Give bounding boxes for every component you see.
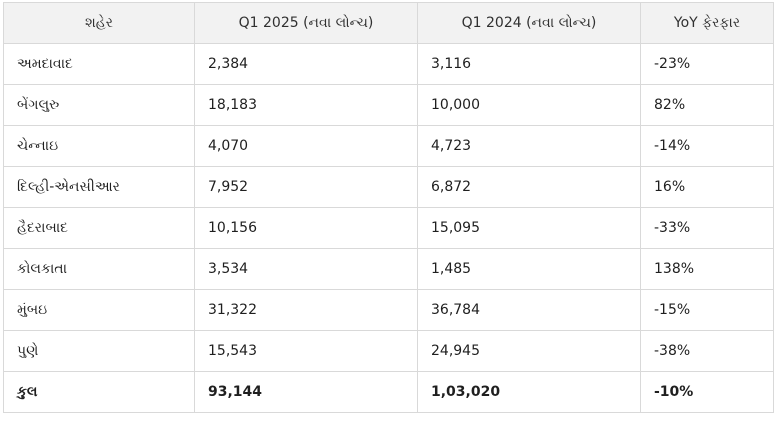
table-body: અમદાવાદ 2,384 3,116 -23% બેંગલુરુ 18,183… (3, 43, 774, 413)
cell-q1-2025: 4,070 (194, 125, 418, 167)
cell-yoy: -38% (640, 330, 774, 372)
cell-q1-2025: 15,543 (194, 330, 418, 372)
table-row: બેંગલુરુ 18,183 10,000 82% (3, 84, 774, 126)
cell-yoy: -14% (640, 125, 774, 167)
cell-city: દિલ્હી-એનસીઆર (3, 166, 195, 208)
cell-yoy: -33% (640, 207, 774, 249)
header-q1-2024: Q1 2024 (નવા લોન્ચ) (417, 2, 641, 44)
cell-q1-2024: 36,784 (417, 289, 641, 331)
cell-q1-2024: 24,945 (417, 330, 641, 372)
table-header: શહેર Q1 2025 (નવા લોન્ચ) Q1 2024 (નવા લો… (3, 2, 774, 44)
table-row: મુંબઇ 31,322 36,784 -15% (3, 289, 774, 331)
cell-yoy: -23% (640, 43, 774, 85)
cell-q1-2024: 3,116 (417, 43, 641, 85)
total-label: કુલ (3, 371, 195, 413)
cell-q1-2024: 1,485 (417, 248, 641, 290)
cell-city: ચેન્નાઇ (3, 125, 195, 167)
cell-q1-2025: 18,183 (194, 84, 418, 126)
table-row: હૈદરાબાદ 10,156 15,095 -33% (3, 207, 774, 249)
table-row: પુણે 15,543 24,945 -38% (3, 330, 774, 372)
cell-q1-2025: 31,322 (194, 289, 418, 331)
total-q1-2025: 93,144 (194, 371, 418, 413)
table-row: દિલ્હી-એનસીઆર 7,952 6,872 16% (3, 166, 774, 208)
cell-q1-2024: 4,723 (417, 125, 641, 167)
table-row: અમદાવાદ 2,384 3,116 -23% (3, 43, 774, 85)
cell-yoy: 138% (640, 248, 774, 290)
total-row: કુલ 93,144 1,03,020 -10% (3, 371, 774, 413)
cell-city: મુંબઇ (3, 289, 195, 331)
cell-q1-2025: 10,156 (194, 207, 418, 249)
cell-q1-2025: 2,384 (194, 43, 418, 85)
header-row: શહેર Q1 2025 (નવા લોન્ચ) Q1 2024 (નવા લો… (3, 2, 774, 44)
cell-q1-2025: 3,534 (194, 248, 418, 290)
table-row: ચેન્નાઇ 4,070 4,723 -14% (3, 125, 774, 167)
cell-city: બેંગલુરુ (3, 84, 195, 126)
cell-yoy: 16% (640, 166, 774, 208)
city-launches-table: શહેર Q1 2025 (નવા લોન્ચ) Q1 2024 (નવા લો… (3, 2, 774, 413)
header-yoy-change: YoY ફેરફાર (640, 2, 774, 44)
cell-q1-2024: 10,000 (417, 84, 641, 126)
cell-q1-2024: 6,872 (417, 166, 641, 208)
cell-yoy: 82% (640, 84, 774, 126)
total-yoy: -10% (640, 371, 774, 413)
header-q1-2025: Q1 2025 (નવા લોન્ચ) (194, 2, 418, 44)
total-q1-2024: 1,03,020 (417, 371, 641, 413)
header-city: શહેર (3, 2, 195, 44)
cell-q1-2024: 15,095 (417, 207, 641, 249)
data-table-container: શહેર Q1 2025 (નવા લોન્ચ) Q1 2024 (નવા લો… (3, 2, 774, 413)
cell-city: અમદાવાદ (3, 43, 195, 85)
table-row: કોલકાતા 3,534 1,485 138% (3, 248, 774, 290)
cell-city: કોલકાતા (3, 248, 195, 290)
cell-yoy: -15% (640, 289, 774, 331)
cell-city: હૈદરાબાદ (3, 207, 195, 249)
cell-city: પુણે (3, 330, 195, 372)
cell-q1-2025: 7,952 (194, 166, 418, 208)
